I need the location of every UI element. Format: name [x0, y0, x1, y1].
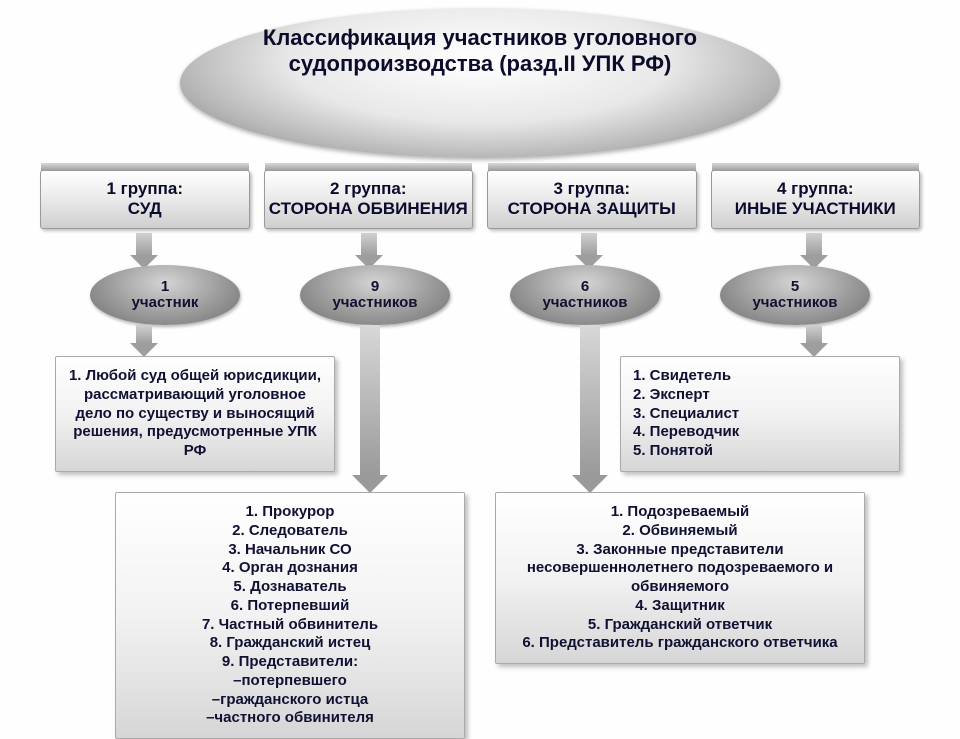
group-label: 3 группа:СТОРОНА ЗАЩИТЫ — [508, 179, 676, 218]
count-pill-4: 5участников — [720, 265, 870, 325]
count-label: 9участников — [332, 279, 417, 311]
count-pill-2: 9участников — [300, 265, 450, 325]
detail-prosecution: 1. Прокурор2. Следователь3. Начальник СО… — [115, 492, 465, 739]
count-label: 1участник — [132, 279, 199, 311]
detail-text: 1. Подозреваемый2. Обвиняемый3. Законные… — [522, 503, 837, 651]
arrow-icon — [130, 325, 158, 357]
count-pill-3: 6участников — [510, 265, 660, 325]
group-bar — [712, 163, 920, 171]
group-label: 2 группа:СТОРОНА ОБВИНЕНИЯ — [269, 179, 468, 218]
detail-court: 1. Любой суд общей юрисдикции, рассматри… — [55, 356, 335, 472]
group-box-2: 2 группа:СТОРОНА ОБВИНЕНИЯ — [264, 170, 474, 229]
arrow-icon — [355, 233, 383, 269]
arrow-icon — [572, 325, 608, 493]
group-row: 1 группа:СУД 2 группа:СТОРОНА ОБВИНЕНИЯ … — [40, 170, 920, 229]
group-bar — [41, 163, 249, 171]
detail-defense: 1. Подозреваемый2. Обвиняемый3. Законные… — [495, 492, 865, 664]
group-bar — [488, 163, 696, 171]
group-box-4: 4 группа:ИНЫЕ УЧАСТНИКИ — [711, 170, 921, 229]
detail-text: 1. Прокурор2. Следователь3. Начальник СО… — [202, 503, 378, 726]
count-row: 1участник 9участников 6участников 5участ… — [60, 265, 900, 325]
count-pill-1: 1участник — [90, 265, 240, 325]
arrow-icon — [130, 233, 158, 269]
group-box-1: 1 группа:СУД — [40, 170, 250, 229]
diagram-title: Классификация участников уголовного судо… — [250, 25, 710, 78]
detail-other: 1. Свидетель2. Эксперт3. Специалист4. Пе… — [620, 356, 900, 472]
group-label: 1 группа:СУД — [106, 179, 183, 218]
group-box-3: 3 группа:СТОРОНА ЗАЩИТЫ — [487, 170, 697, 229]
count-label: 6участников — [542, 279, 627, 311]
detail-text: 1. Свидетель2. Эксперт3. Специалист4. Пе… — [633, 367, 739, 459]
arrow-icon — [352, 325, 388, 493]
arrow-icon — [575, 233, 603, 269]
arrow-icon — [800, 325, 828, 357]
detail-text: 1. Любой суд общей юрисдикции, рассматри… — [69, 367, 321, 459]
group-bar — [265, 163, 473, 171]
count-label: 5участников — [752, 279, 837, 311]
group-label: 4 группа:ИНЫЕ УЧАСТНИКИ — [735, 179, 896, 218]
arrow-icon — [800, 233, 828, 269]
